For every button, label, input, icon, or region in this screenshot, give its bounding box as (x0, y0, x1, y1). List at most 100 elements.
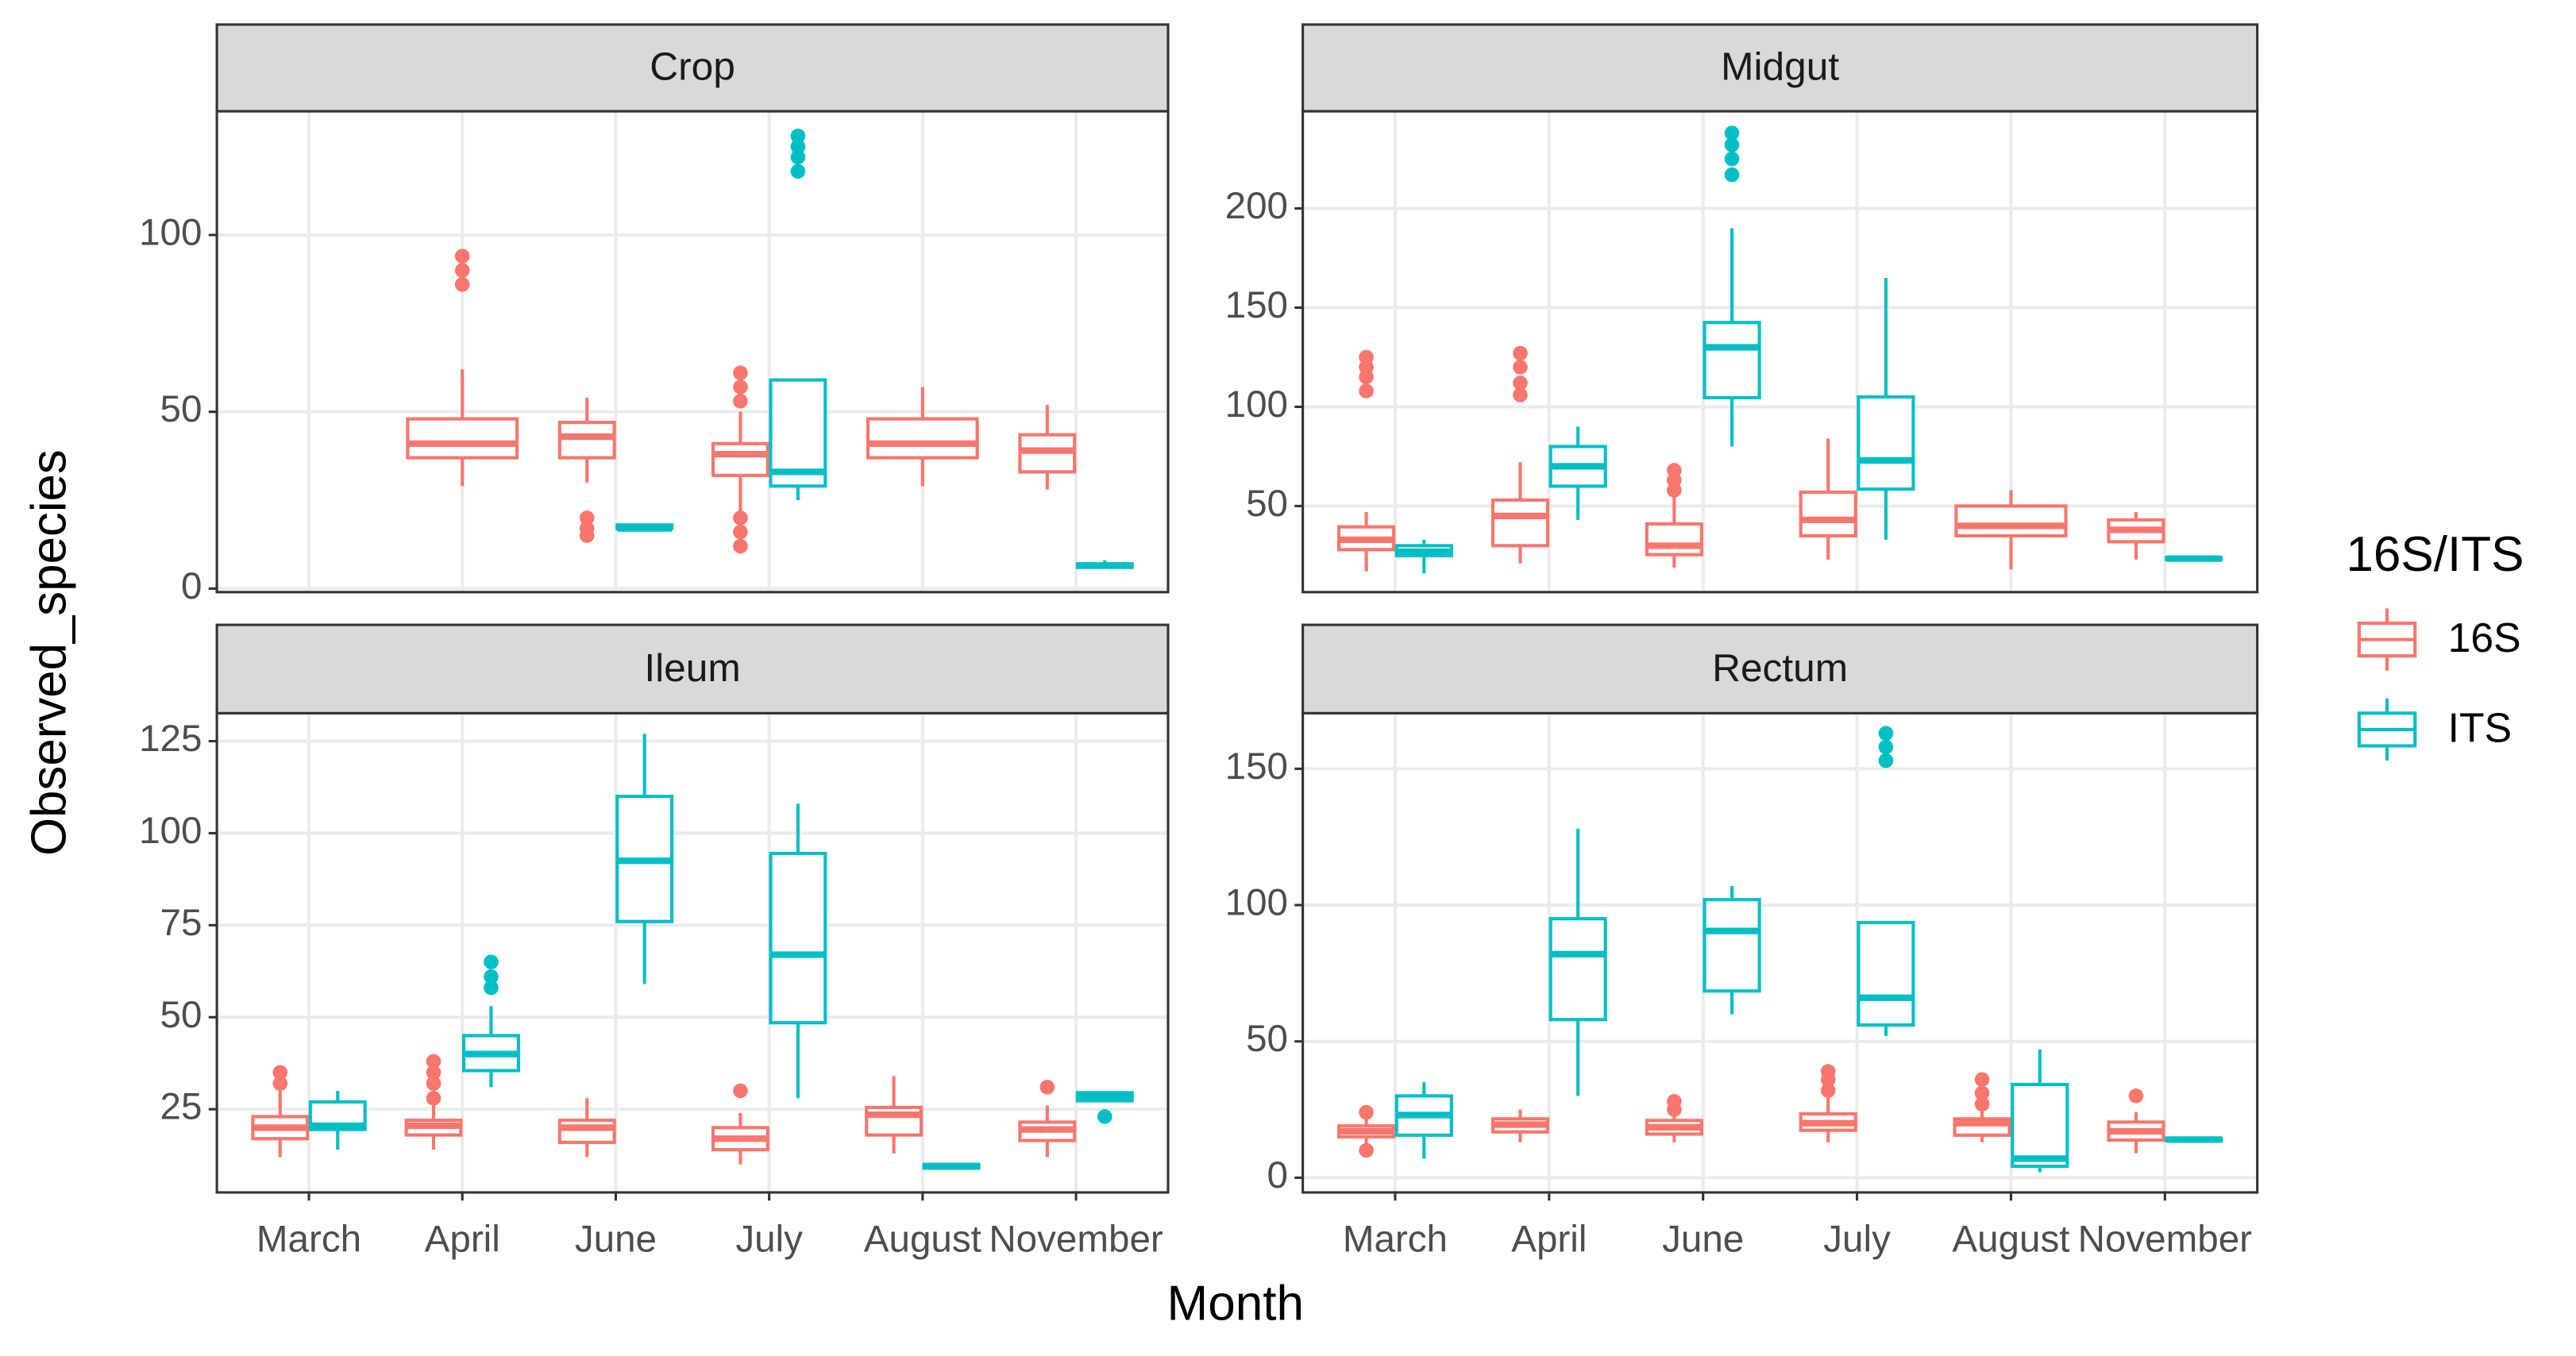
x-tick-label: August (1952, 1218, 2069, 1260)
x-tick-label: March (256, 1218, 361, 1260)
box (406, 417, 519, 460)
outlier (1513, 345, 1528, 361)
outlier (790, 129, 806, 144)
x-axis-title: Month (1167, 1277, 1304, 1331)
outlier (454, 277, 470, 292)
y-tick-label: 50 (160, 994, 202, 1036)
outlier (2128, 1088, 2144, 1104)
y-tick-label: 100 (139, 810, 202, 852)
strip (215, 23, 1170, 113)
outlier (1513, 360, 1528, 375)
y-tick-label: 50 (1246, 1018, 1288, 1060)
outlier (1724, 167, 1740, 183)
x-tick-label: November (2078, 1218, 2253, 1260)
box (557, 1119, 616, 1144)
outlier (454, 263, 470, 278)
outlier (1878, 739, 1894, 755)
outlier (733, 524, 748, 540)
outlier (426, 1054, 442, 1069)
outlier (1878, 753, 1894, 769)
panel-background (1302, 713, 2258, 1192)
strip-title: Ileum (644, 645, 740, 690)
legend-label: ITS (2448, 705, 2512, 751)
outlier (272, 1076, 288, 1091)
box (1954, 504, 2068, 537)
y-tick-label: 150 (1225, 284, 1288, 326)
outlier (1724, 137, 1740, 152)
y-tick-label: 100 (1225, 882, 1288, 924)
box (1857, 920, 1915, 1027)
strip-title: Rectum (1712, 645, 1848, 690)
box (1548, 917, 1607, 1022)
outlier (733, 510, 748, 526)
x-tick-label: August (864, 1218, 981, 1260)
panel-background (217, 111, 1168, 592)
outlier (733, 365, 748, 380)
outlier (733, 379, 748, 395)
legend-label: 16S (2448, 614, 2521, 661)
y-tick-label: 125 (139, 718, 202, 760)
box (711, 441, 769, 477)
outlier (1359, 383, 1374, 399)
outlier (1974, 1072, 1990, 1088)
strip (1301, 623, 2259, 715)
outlier (733, 1083, 748, 1099)
outlier (1513, 387, 1528, 403)
outlier (1667, 1094, 1682, 1109)
y-axis-title: Observed_species (21, 449, 76, 856)
outlier (1359, 1142, 1374, 1158)
x-tick-label: June (1662, 1218, 1744, 1260)
x-tick-label: March (1343, 1218, 1448, 1260)
panel-background (217, 713, 1168, 1192)
y-tick-label: 50 (160, 388, 202, 430)
outlier (1097, 1109, 1113, 1124)
outlier (484, 980, 499, 996)
outlier (1724, 151, 1740, 167)
x-tick-label: April (1511, 1218, 1587, 1260)
box (557, 420, 616, 460)
box (1703, 321, 1761, 400)
x-tick-label: July (735, 1218, 803, 1260)
outlier (1820, 1083, 1836, 1098)
outlier (426, 1065, 442, 1081)
box (769, 378, 827, 488)
outlier (579, 521, 595, 536)
box (866, 417, 979, 460)
outlier (790, 149, 806, 165)
y-tick-label: 150 (1225, 745, 1288, 788)
x-tick-label: April (425, 1218, 500, 1260)
strip-title: Midgut (1721, 44, 1839, 89)
box (1490, 498, 1550, 548)
outlier (484, 969, 499, 984)
outlier (1359, 1104, 1374, 1120)
outlier (426, 1091, 442, 1106)
outlier (272, 1065, 288, 1081)
outlier (1667, 463, 1682, 478)
box (1703, 898, 1761, 993)
outlier (1724, 125, 1740, 141)
box (1857, 395, 1915, 491)
outlier (733, 538, 748, 554)
x-tick-label: November (989, 1218, 1163, 1260)
outlier (1039, 1080, 1055, 1095)
box (769, 851, 827, 1025)
outlier (790, 164, 806, 179)
outlier (790, 139, 806, 154)
y-tick-label: 50 (1246, 483, 1288, 525)
outlier (1974, 1085, 1990, 1101)
strip-title: Crop (650, 44, 735, 89)
y-tick-label: 200 (1225, 185, 1288, 227)
box (1645, 522, 1703, 557)
legend-title: 16S/ITS (2346, 527, 2524, 582)
outlier (579, 510, 595, 526)
outlier (1513, 376, 1528, 391)
y-tick-label: 0 (1267, 1154, 1288, 1196)
y-tick-label: 75 (160, 902, 202, 944)
outlier (1359, 349, 1374, 365)
x-tick-label: June (575, 1218, 657, 1260)
box (1799, 490, 1857, 537)
outlier (426, 1076, 442, 1091)
panel-background (1302, 111, 2258, 592)
outlier (1974, 1096, 1990, 1111)
